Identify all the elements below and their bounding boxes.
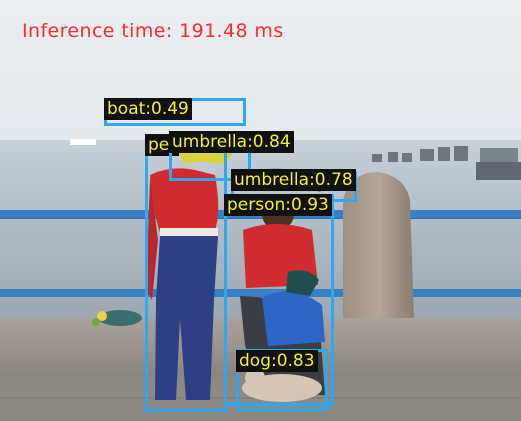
harbor-boats bbox=[476, 148, 521, 180]
detection-label-umbrella-left: umbrella:0.84 bbox=[169, 131, 294, 153]
detection-label-umbrella-right: umbrella:0.78 bbox=[231, 169, 356, 191]
inference-time-label: Inference time: 191.48 ms bbox=[22, 20, 284, 42]
dog bbox=[242, 368, 322, 402]
detection-label-boat: boat:0.49 bbox=[104, 98, 192, 120]
detection-label-person-right: person:0.93 bbox=[224, 194, 332, 216]
detection-label-dog: dog:0.83 bbox=[236, 350, 318, 372]
distant-boat bbox=[70, 139, 96, 145]
sea-rocks bbox=[372, 146, 468, 162]
bag-flowers bbox=[92, 310, 142, 326]
person-left bbox=[146, 168, 219, 400]
